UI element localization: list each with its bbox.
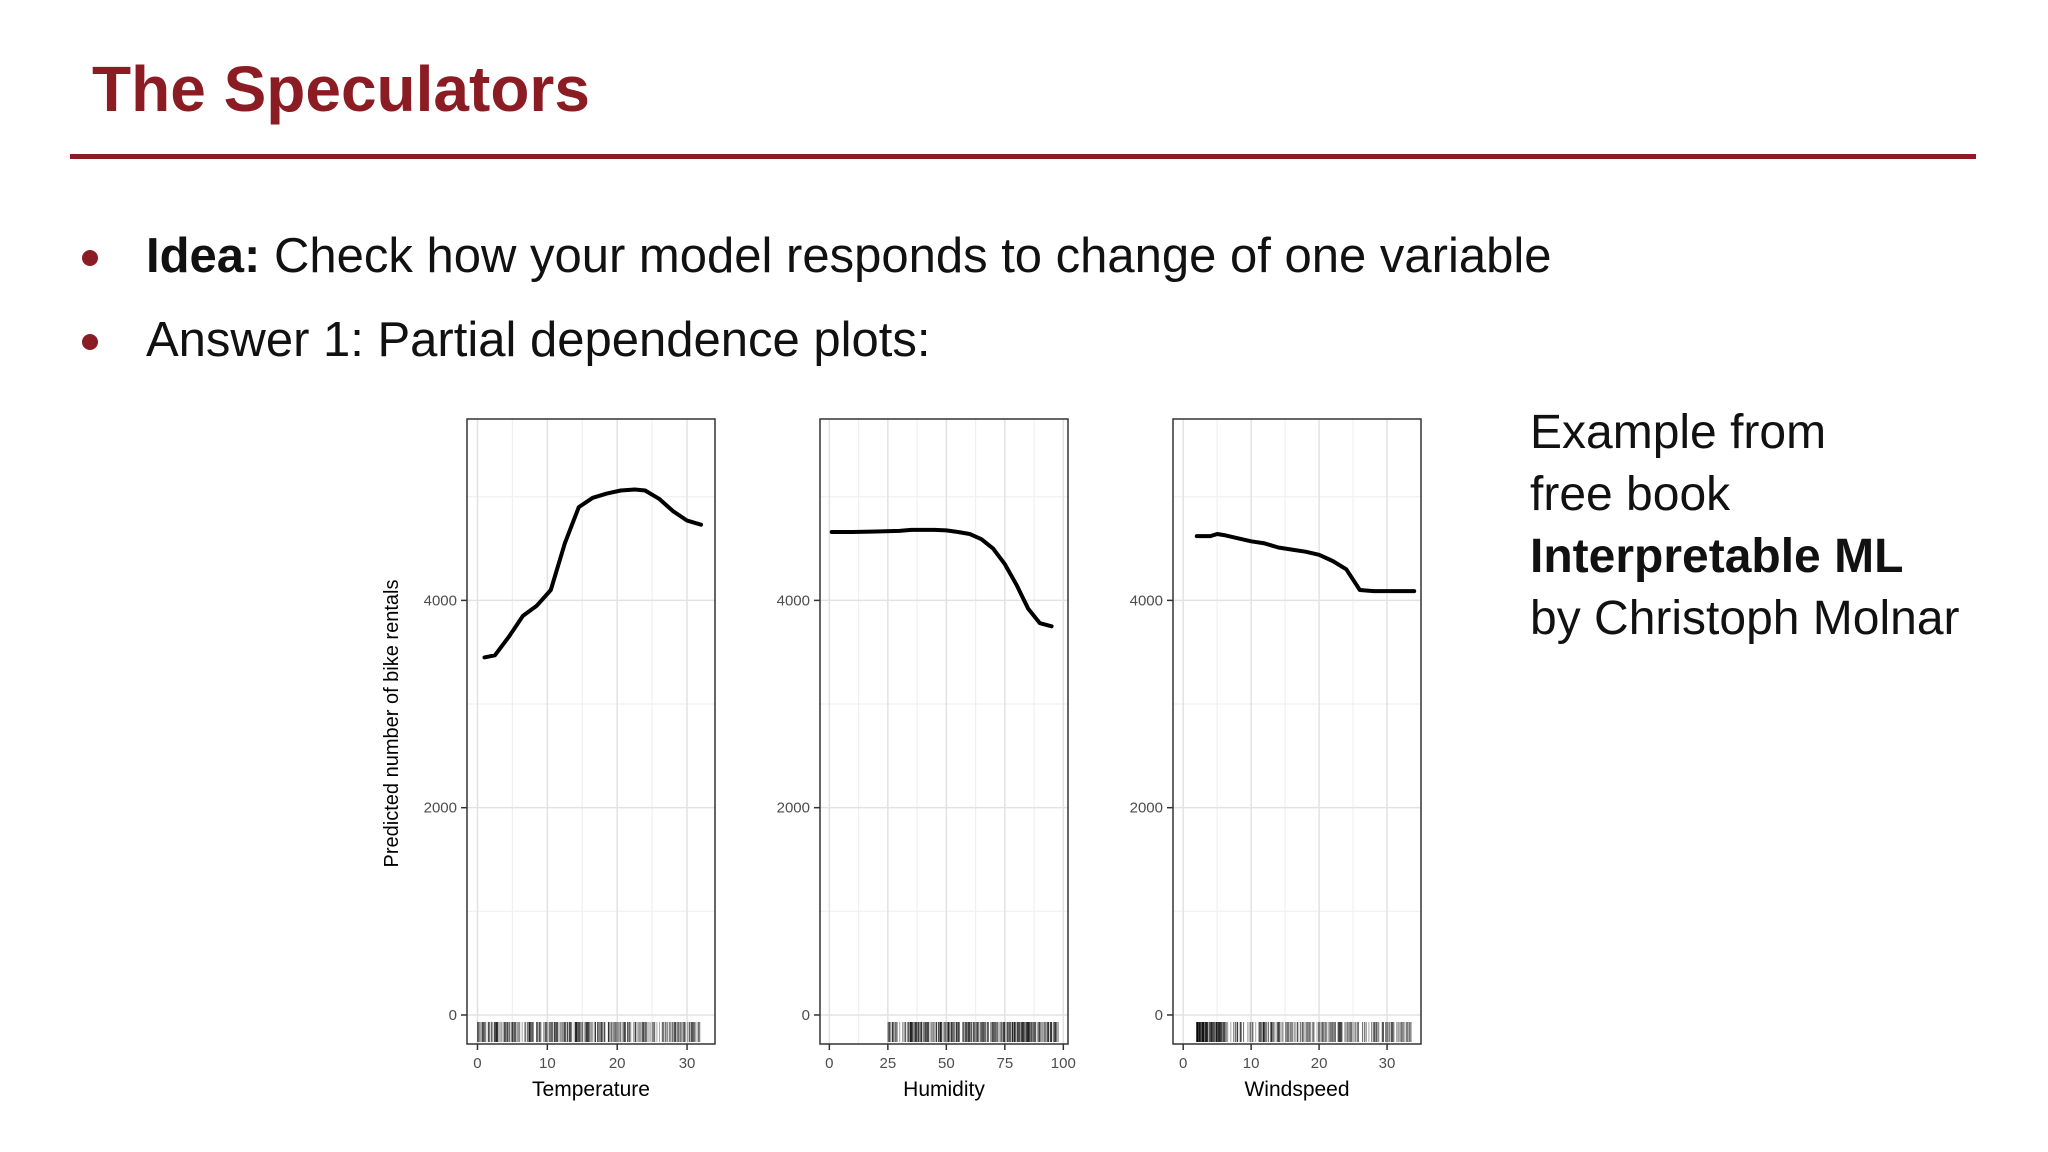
- y-tick-label: 2000: [777, 800, 810, 817]
- y-axis-label: Predicted number of bike rentals: [381, 580, 403, 868]
- credit-book-title: Interpretable ML: [1530, 530, 1904, 583]
- x-tick-label: 20: [1311, 1055, 1328, 1072]
- x-tick-label: 10: [1243, 1055, 1260, 1072]
- y-tick-label: 4000: [777, 592, 810, 609]
- title-divider: [70, 154, 1976, 159]
- y-tick-label: 0: [1155, 1007, 1163, 1024]
- credit-line-1: Example from: [1530, 406, 1827, 459]
- pdp-line: [482, 487, 703, 660]
- x-axis-label: Windspeed: [1244, 1078, 1349, 1101]
- panel-border: [1172, 418, 1422, 1045]
- y-tick-label: 4000: [1130, 592, 1163, 609]
- plot-panel: [820, 419, 1068, 1044]
- x-axis-label: Humidity: [903, 1078, 985, 1101]
- x-tick-label: 0: [1179, 1055, 1187, 1072]
- bullet-text: Idea: Check how your model responds to c…: [146, 228, 1551, 284]
- credit-line-2: free book: [1530, 468, 1731, 521]
- panel-border: [466, 418, 716, 1045]
- y-tick-label: 2000: [424, 800, 457, 817]
- y-tick-label: 0: [449, 1007, 457, 1024]
- plot-panel: [467, 419, 715, 1044]
- x-tick-label: 10: [539, 1055, 556, 1072]
- x-tick-label: 75: [996, 1055, 1013, 1072]
- y-tick-label: 2000: [1130, 800, 1163, 817]
- x-axis-label: Temperature: [532, 1078, 650, 1101]
- x-tick-label: 20: [609, 1055, 626, 1072]
- x-tick-label: 25: [880, 1055, 897, 1072]
- y-tick-label: 4000: [424, 592, 457, 609]
- pdp-line: [1194, 532, 1417, 594]
- credit-author: by Christoph Molnar: [1530, 592, 1960, 645]
- pdp-line: [829, 527, 1054, 629]
- bullet-text: Answer 1: Partial dependence plots:: [146, 312, 930, 368]
- y-tick-label: 0: [802, 1007, 810, 1024]
- book-credit: Example from free book Interpretable ML …: [1530, 402, 1960, 650]
- x-tick-label: 50: [938, 1055, 955, 1072]
- plot-panel: [1173, 419, 1421, 1044]
- x-tick-label: 0: [473, 1055, 481, 1072]
- x-tick-label: 100: [1051, 1055, 1076, 1072]
- bullet-body: Check how your model responds to change …: [260, 229, 1552, 283]
- x-tick-label: 30: [679, 1055, 696, 1072]
- bullet-dot: [82, 250, 98, 266]
- pdp-figure: 0 2000 4000 0 10 20 30 Temperature Predicted num…: [360, 400, 1510, 1120]
- x-tick-label: 0: [825, 1055, 833, 1072]
- panel-border: [819, 418, 1069, 1045]
- bullet-body: Answer 1: Partial dependence plots:: [146, 313, 931, 367]
- bullet-dot: [82, 334, 98, 350]
- bullet-bold-label: Idea:: [146, 229, 261, 283]
- slide-title: The Speculators: [92, 53, 590, 125]
- x-tick-label: 30: [1379, 1055, 1396, 1072]
